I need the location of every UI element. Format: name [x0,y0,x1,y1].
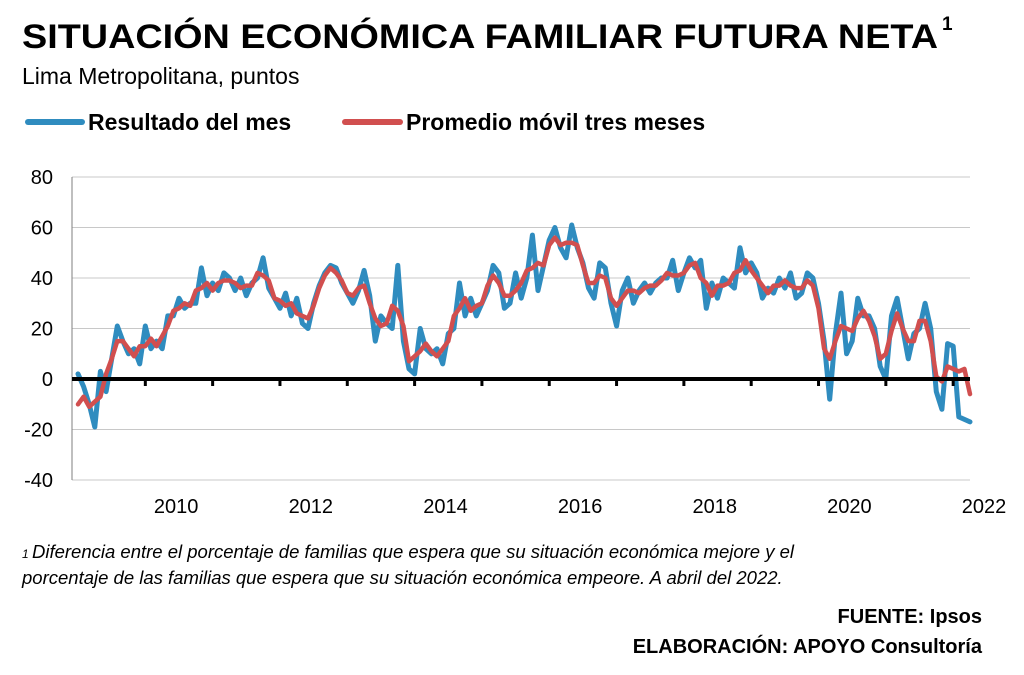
footnote-mark: 1 [22,547,29,561]
line-series [75,222,973,430]
line-series [75,235,973,410]
x-tick-label: 2020 [827,496,872,518]
footnote: Diferencia entre el porcentaje de famili… [32,541,795,562]
x-tick-label: 2016 [558,496,603,518]
chart-subtitle: Lima Metropolitana, puntos [22,63,299,89]
legend-label: Promedio móvil tres meses [406,109,705,135]
title-note-mark: 1 [942,14,953,35]
source: ELABORACIÓN: APOYO Consultoría [633,634,983,658]
footnote: porcentaje de las familias que espera qu… [21,567,783,588]
legend-label: Resultado del mes [88,109,291,135]
x-tick-label: 2010 [154,496,199,518]
y-tick-label: 0 [42,369,53,391]
chart-title: SITUACIÓN ECONÓMICA FAMILIAR FUTURA NETA [22,18,938,56]
y-tick-label: -40 [24,470,53,492]
x-tick-label: 2022 [962,496,1007,518]
x-tick-label: 2014 [423,496,468,518]
source: FUENTE: Ipsos [838,606,982,628]
y-tick-label: -20 [24,420,53,442]
y-tick-label: 80 [31,167,53,189]
x-tick-label: 2018 [692,496,737,518]
y-tick-label: 20 [31,319,53,341]
y-tick-label: 40 [31,268,53,290]
y-tick-label: 60 [31,218,53,240]
x-tick-label: 2012 [289,496,334,518]
